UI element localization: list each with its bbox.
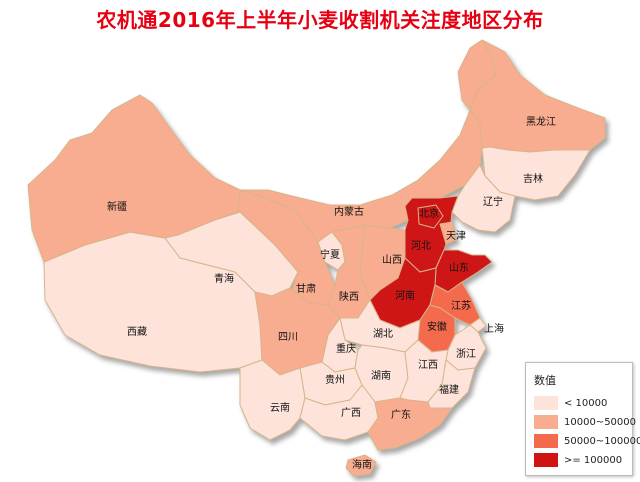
province-label: 天津 [446,230,466,242]
province-hainan[interactable] [345,454,377,477]
map-title: 农机通2016年上半年小麦收割机关注度地区分布 [96,8,544,32]
legend-title: 数值 [534,374,556,387]
province-hubei[interactable] [339,299,421,353]
legend-item-10000-50000[interactable]: 10000~50000 [534,415,636,429]
province-label: 新疆 [107,200,127,213]
legend-swatch [534,415,558,429]
province-label: 广东 [391,408,411,421]
province-label: 湖南 [371,369,391,382]
province-label: 云南 [270,401,290,414]
legend-item-label: < 10000 [564,397,608,409]
province-label: 安徽 [427,320,447,333]
province-label: 河北 [411,240,431,252]
legend-item-ge-100000[interactable]: >= 100000 [534,453,622,467]
province-label: 山东 [449,261,469,274]
province-label: 甘肃 [296,282,316,295]
province-label: 西藏 [127,326,147,338]
province-label: 河南 [395,289,415,302]
province-label: 吉林 [523,172,543,185]
legend-item-50000-100000[interactable]: 50000~100000 [534,434,640,448]
province-yunnan[interactable] [239,359,306,441]
province-label: 上海 [484,322,504,335]
province-label: 贵州 [325,373,345,386]
province-beijing[interactable] [417,204,444,229]
province-label: 广西 [341,407,361,419]
province-label: 江苏 [451,299,471,312]
legend: 数值 < 10000 10000~50000 50000~100000 >= 1… [525,362,640,476]
province-label: 福建 [439,383,459,396]
legend-item-label: >= 100000 [564,454,623,466]
province-label: 内蒙古 [334,205,364,218]
province-label: 辽宁 [483,195,503,208]
legend-item-label: 10000~50000 [564,416,637,428]
province-label: 陕西 [339,290,359,303]
legend-swatch [534,434,558,448]
province-label: 青海 [214,272,234,285]
province-label: 四川 [278,332,298,343]
province-label: 黑龙江 [526,115,556,128]
legend-swatch [534,453,558,467]
province-label: 江西 [418,359,438,371]
province-label: 重庆 [336,342,356,355]
province-label: 北京 [419,207,439,220]
province-label: 海南 [352,458,372,471]
province-label: 宁夏 [320,248,340,261]
province-xinjiang[interactable] [27,94,241,263]
legend-item-label: 50000~100000 [564,435,640,447]
province-guangdong[interactable] [367,397,453,451]
province-label: 山西 [382,254,402,266]
legend-swatch [534,396,558,410]
province-qinghai[interactable] [164,211,299,297]
province-tianjin[interactable] [439,221,457,245]
province-label: 浙江 [456,348,476,360]
province-label: 湖北 [373,328,393,340]
legend-item-lt-10000[interactable]: < 10000 [534,396,607,410]
